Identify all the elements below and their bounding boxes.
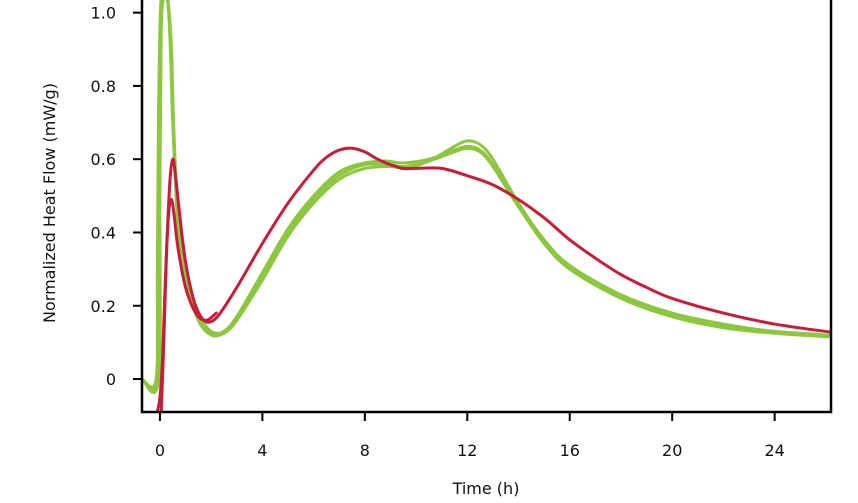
x-tick-label: 0 <box>155 441 165 460</box>
plot-frame <box>140 0 833 414</box>
x-tick-label: 20 <box>662 441 682 460</box>
series-line-2 <box>142 0 831 389</box>
x-tick-label: 8 <box>360 441 370 460</box>
y-tick-label: 0 <box>106 370 116 389</box>
x-tick-label: 4 <box>257 441 267 460</box>
y-axis-title: Normalized Heat Flow (mW/g) <box>40 83 59 323</box>
y-tick-label: 0.2 <box>91 297 116 316</box>
x-tick-label: 16 <box>560 441 580 460</box>
y-tick-label: 0.6 <box>91 150 116 169</box>
series-layer <box>142 0 831 412</box>
y-tick-label: 0.4 <box>91 223 116 242</box>
y-tick-label: 1.0 <box>91 4 116 23</box>
series-line-4 <box>155 146 831 412</box>
series-line-1 <box>142 0 831 392</box>
series-line-5 <box>159 197 218 412</box>
y-tick-label: 0.8 <box>91 77 116 96</box>
x-axis: 0 4 8 12 16 20 24 <box>155 412 785 460</box>
x-tick-label: 24 <box>764 441 784 460</box>
x-axis-title: Time (h) <box>452 479 520 498</box>
series-line-3 <box>142 0 831 395</box>
x-tick-label: 12 <box>457 441 477 460</box>
y-axis: 0 0.2 0.4 0.6 0.8 1.0 <box>91 4 142 389</box>
